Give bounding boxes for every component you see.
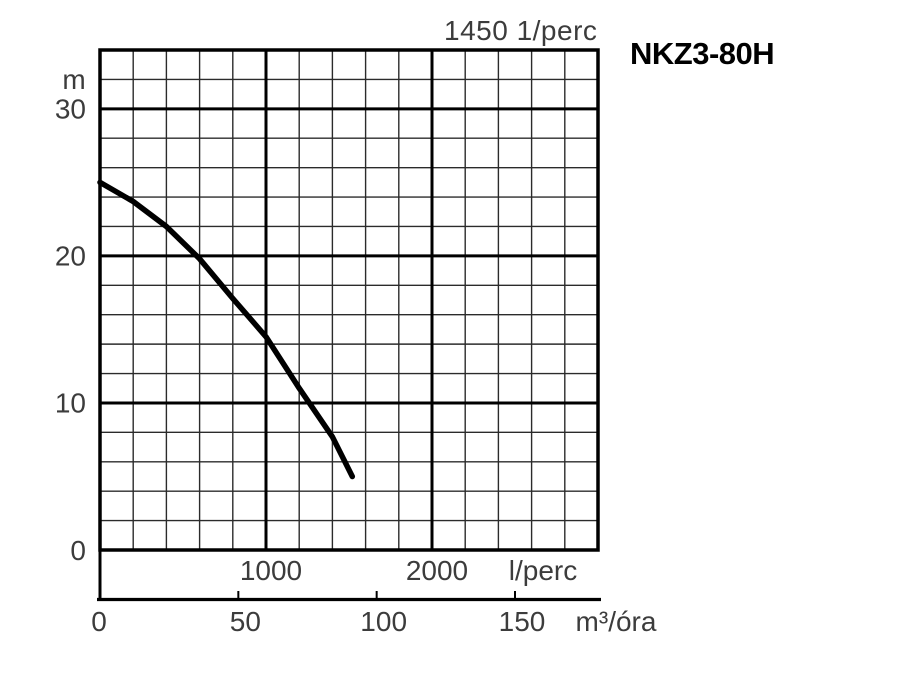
x-tick-label-1000: 1000 [240, 555, 302, 586]
y-tick-label-0: 0 [70, 535, 86, 566]
grid-minor-lines [100, 50, 598, 550]
pump-model-title: NKZ3-80H [630, 36, 775, 71]
x2-tick-label-0: 0 [91, 606, 107, 637]
y-axis-unit-label: m [62, 64, 85, 95]
y-tick-label-20: 20 [55, 241, 86, 272]
x2-tick-label-100: 100 [360, 606, 407, 637]
y-tick-label-30: 30 [55, 94, 86, 125]
axis-labels: 0 10 20 30m 1000 2000 l/perc 0 50 100 150 m³/óra [55, 64, 657, 637]
x-axis-primary-unit-label: l/perc [509, 555, 577, 586]
x2-tick-label-50: 50 [230, 606, 261, 637]
x-axis-secondary-unit-label: m³/óra [576, 606, 657, 637]
plot-border [98, 48, 600, 552]
grid-major-lines [100, 50, 598, 550]
x2-tick-label-150: 150 [499, 606, 546, 637]
rpm-annotation: 1450 1/perc [444, 15, 598, 46]
pump-curve [97, 179, 356, 480]
x-tick-label-2000: 2000 [406, 555, 468, 586]
secondary-axis [97, 550, 601, 602]
y-tick-label-10: 10 [55, 388, 86, 419]
